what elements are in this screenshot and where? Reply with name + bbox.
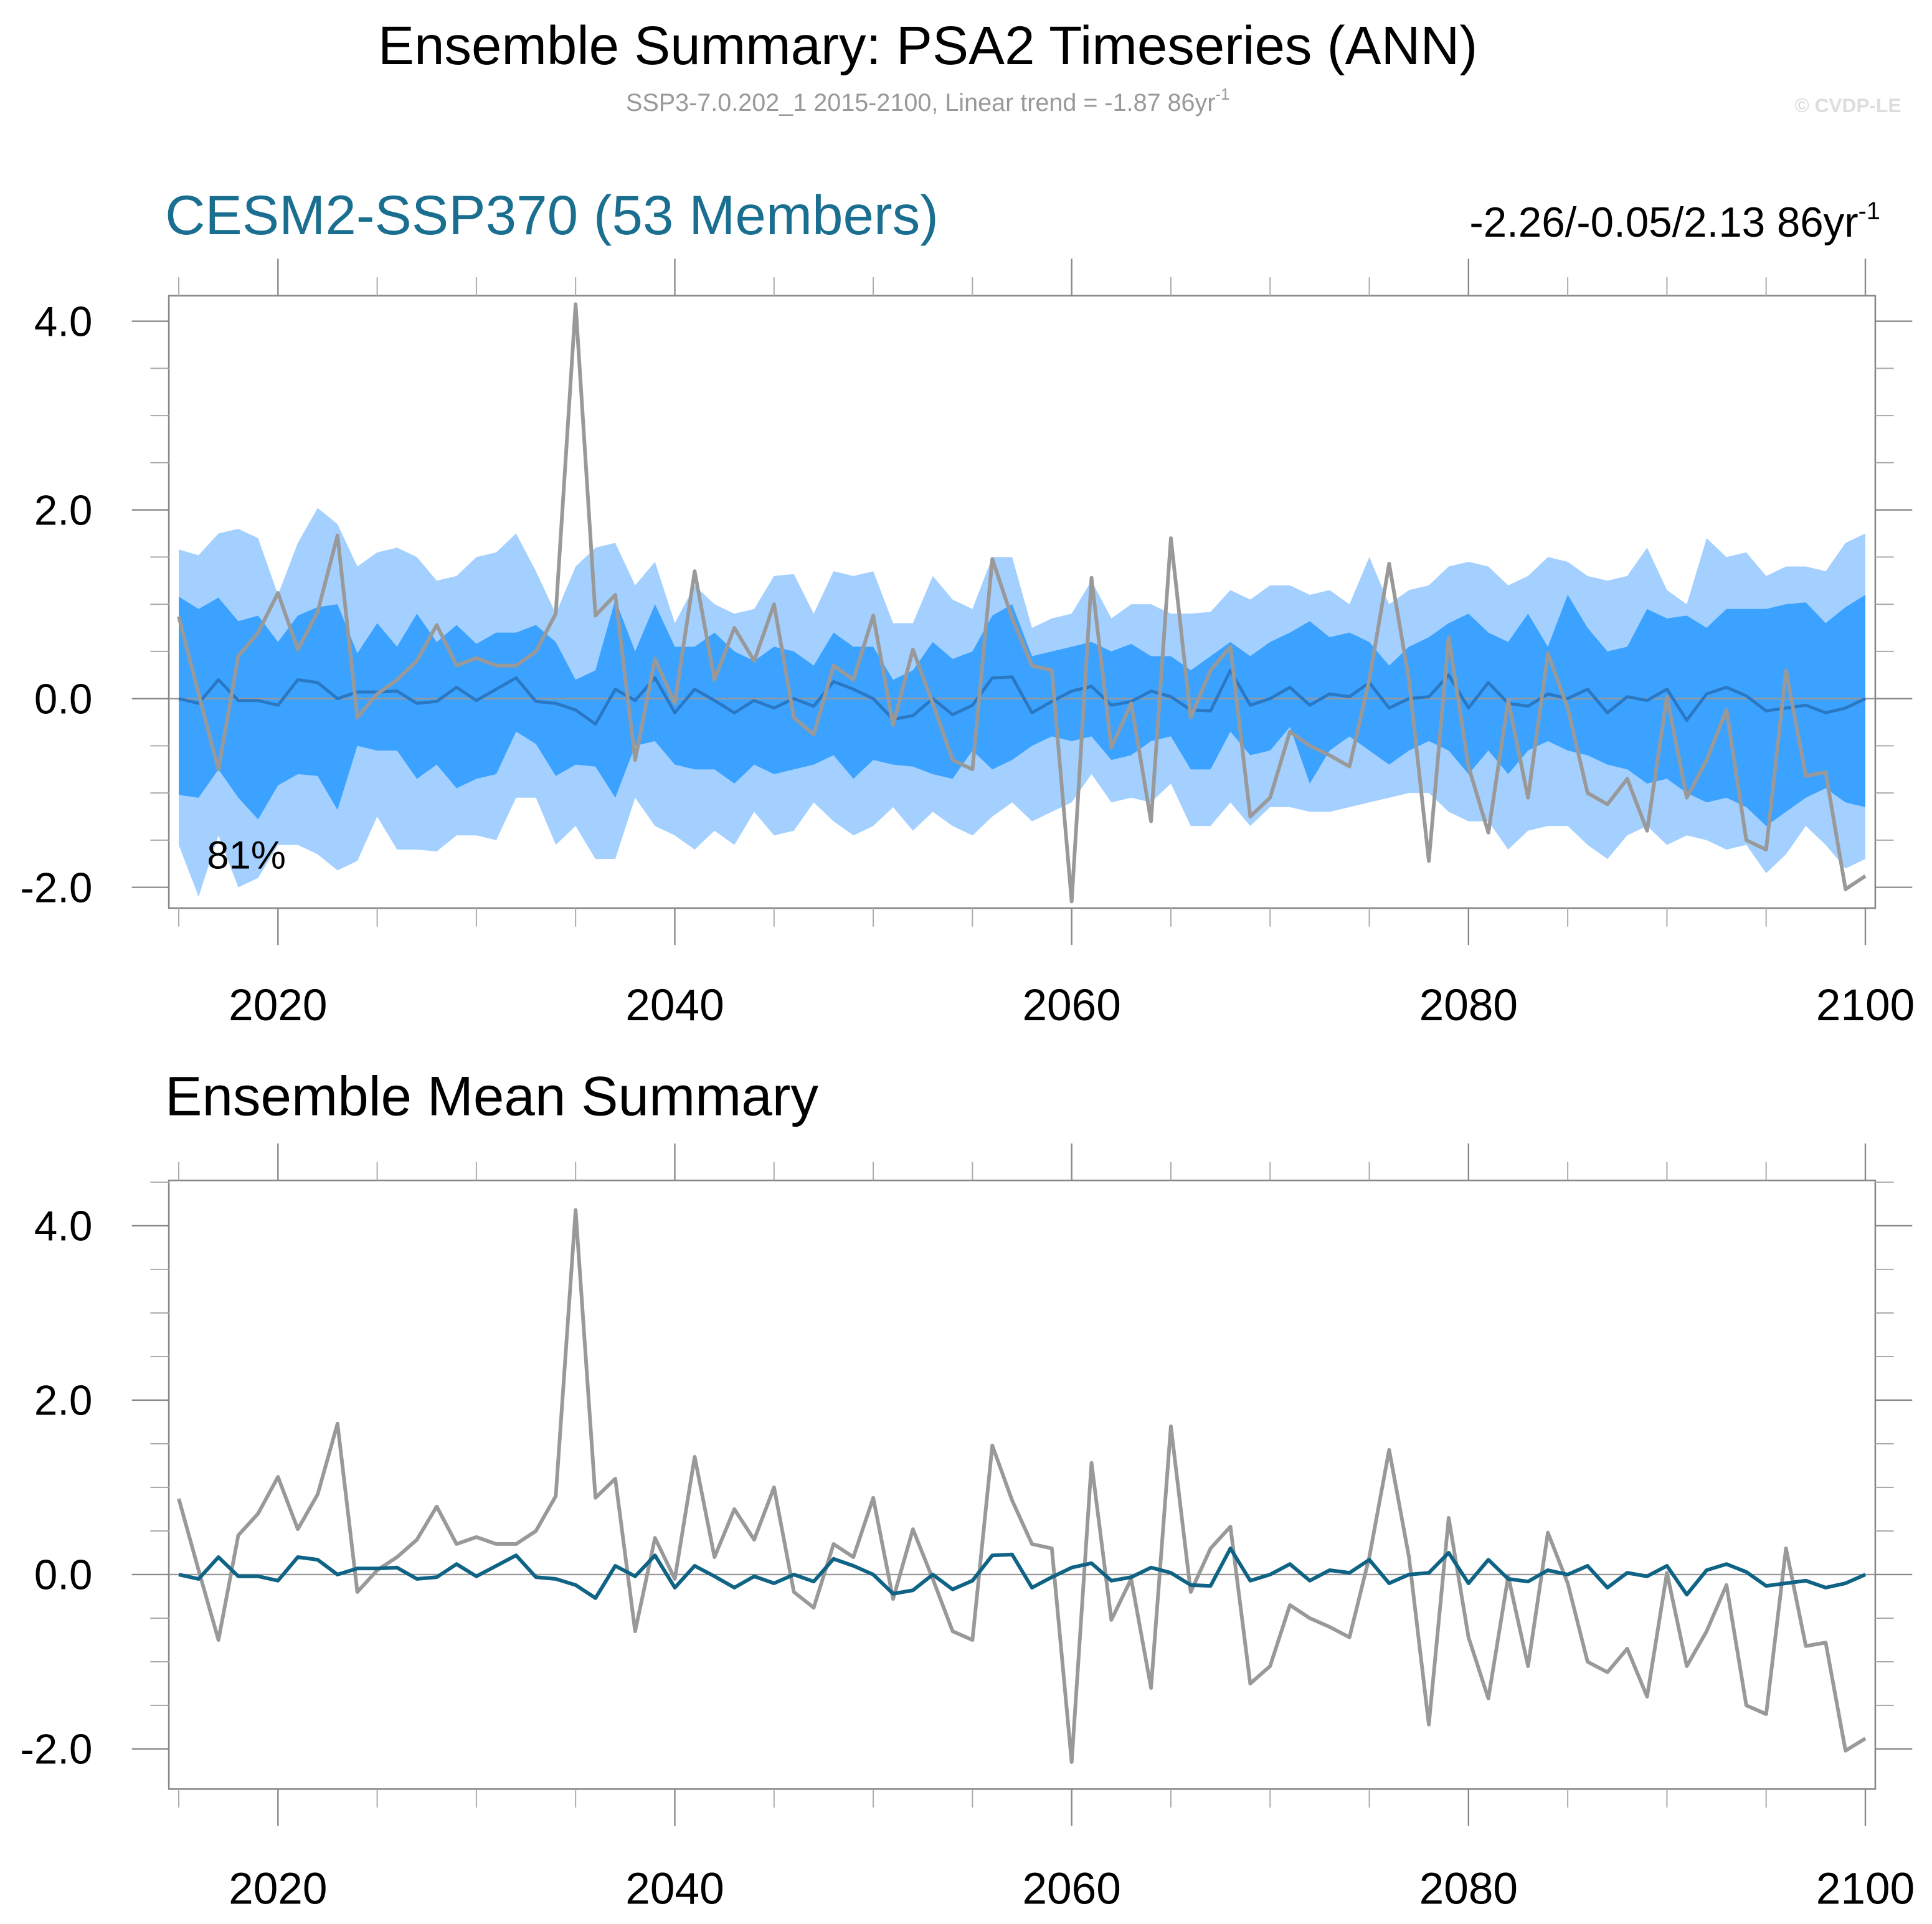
series-line [177, 1208, 1867, 1764]
x-tick-label: 2100 [1816, 1864, 1915, 1913]
spread-band [179, 595, 1866, 827]
subtitle: SSP3-7.0.202_1 2015-2100, Linear trend =… [626, 86, 1229, 116]
plot-layer [169, 1208, 1875, 1764]
x-tick-label: 2100 [1816, 981, 1915, 1030]
x-tick-label: 2040 [625, 1864, 724, 1913]
plot-layer [169, 302, 1875, 904]
y-tick-label: 4.0 [34, 1203, 92, 1250]
subtitle-text: SSP3-7.0.202_1 2015-2100, Linear trend =… [626, 89, 1216, 116]
x-tick-label: 2060 [1022, 1864, 1120, 1913]
panel-title: Ensemble Mean Summary [165, 1064, 818, 1127]
x-tick-label: 2080 [1419, 981, 1518, 1030]
x-tick-label: 2060 [1022, 981, 1120, 1030]
x-tick-label: 2020 [229, 981, 327, 1030]
panel-title: CESM2-SSP370 (53 Members) [165, 184, 939, 246]
series-line [177, 302, 1867, 904]
y-tick-label: 2.0 [34, 1378, 92, 1424]
y-tick-label: 2.0 [34, 487, 92, 534]
y-tick-label: 4.0 [34, 298, 92, 345]
y-tick-label: -2.0 [21, 865, 93, 911]
x-tick-label: 2020 [229, 1864, 327, 1913]
series-line [178, 1546, 1867, 1600]
y-tick-label: -2.0 [21, 1727, 93, 1773]
x-tick-label: 2040 [625, 981, 724, 1030]
x-tick-label: 2080 [1419, 1864, 1518, 1913]
watermark: © CVDP-LE [1794, 94, 1901, 116]
y-tick-label: 0.0 [34, 676, 92, 723]
trend-range: -2.26/-0.05/2.13 86yr-1 [1469, 197, 1880, 246]
trend-range-text: -2.26/-0.05/2.13 86yr [1469, 199, 1858, 246]
series-line [178, 668, 1867, 726]
plot-frame [168, 295, 1877, 909]
trend-range-superscript: -1 [1859, 197, 1880, 225]
y-tick-label: 0.0 [34, 1552, 92, 1599]
subtitle-superscript: -1 [1215, 86, 1229, 103]
plot-frame [168, 1179, 1877, 1790]
figure-title: Ensemble Summary: PSA2 Timeseries (ANN) [378, 16, 1477, 76]
annotation: 81% [207, 834, 286, 878]
